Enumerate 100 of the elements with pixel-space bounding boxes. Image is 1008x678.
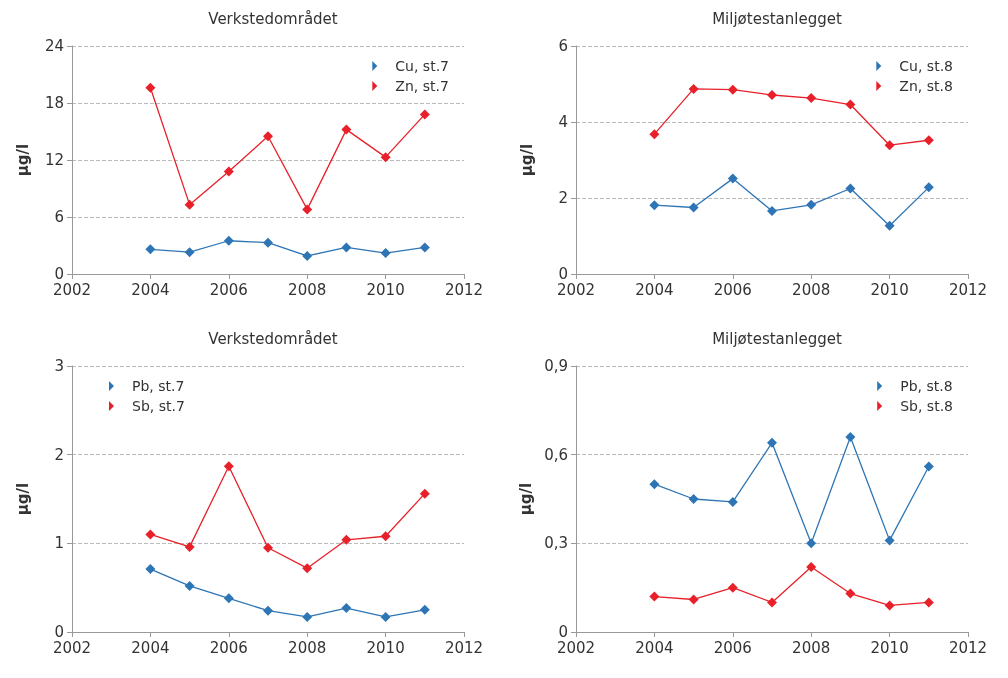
y-axis-title: µg/l	[517, 143, 536, 177]
point	[184, 541, 195, 552]
y-tick-label: 0	[558, 623, 568, 641]
point	[649, 591, 660, 602]
point	[223, 166, 234, 177]
x-tick-label: 2004	[635, 280, 674, 299]
y-tick-label: 6	[54, 208, 64, 226]
y-axis-title: µg/l	[13, 482, 32, 516]
y-tick-label: 12	[44, 151, 64, 169]
y-tick-label: 2	[54, 445, 64, 464]
point	[845, 183, 856, 194]
legend-label: Cu, st.8	[899, 58, 954, 74]
point	[806, 561, 817, 572]
x-tick-label: 2004	[131, 280, 170, 299]
y-tick-label: 0,9	[544, 357, 568, 375]
legend-label: Zn, st.8	[899, 78, 953, 94]
point	[263, 605, 273, 616]
y-tick-label: 1	[54, 534, 64, 553]
point	[341, 242, 352, 253]
x-tick-label: 2012	[948, 280, 988, 299]
point	[923, 182, 934, 193]
legend-label: Sb, st.8	[900, 398, 954, 414]
x-tick-label: 2002	[52, 638, 92, 657]
point	[688, 494, 699, 504]
x-tick-label: 2010	[366, 280, 405, 299]
point	[145, 82, 156, 93]
y-tick-label: 3	[54, 357, 64, 375]
chart-title: Miljøtestanlegget	[712, 329, 842, 348]
x-tick-label: 2008	[792, 280, 831, 299]
x-tick-label: 2002	[556, 280, 596, 299]
point	[884, 600, 895, 611]
point	[884, 535, 895, 546]
point	[419, 109, 430, 120]
y-tick-label: 24	[44, 37, 64, 55]
x-tick-label: 2010	[366, 638, 405, 657]
y-tick-label: 0	[54, 265, 64, 283]
point	[263, 542, 273, 553]
point	[419, 604, 430, 615]
y-tick-label: 0,6	[544, 445, 568, 464]
x-tick-label: 2012	[444, 638, 484, 657]
x-tick-label: 2004	[131, 638, 170, 657]
point	[688, 594, 699, 605]
point	[806, 538, 817, 549]
legend-label: Cu, st.7	[395, 58, 450, 74]
x-tick-label: 2010	[870, 638, 909, 657]
point	[767, 90, 777, 101]
point	[263, 237, 273, 248]
point	[727, 496, 738, 507]
point	[806, 93, 817, 104]
point	[767, 597, 777, 608]
point	[223, 235, 234, 246]
legend-label: Zn, st.7	[395, 78, 449, 94]
chart-title: Verkstedområdet	[208, 9, 338, 28]
x-tick-label: 2004	[635, 638, 674, 657]
point	[806, 199, 817, 210]
point	[145, 529, 156, 540]
y-tick-label: 6	[558, 37, 568, 55]
point	[923, 597, 934, 608]
point	[302, 611, 313, 622]
point	[688, 83, 699, 94]
y-tick-label: 0	[558, 265, 568, 283]
point	[884, 140, 895, 151]
point	[302, 250, 313, 261]
point	[727, 84, 738, 95]
point	[380, 611, 391, 622]
point	[341, 603, 352, 614]
point	[727, 582, 738, 593]
point	[688, 202, 699, 213]
point	[223, 461, 234, 472]
chart-title: Miljøtestanlegget	[712, 9, 842, 28]
point	[184, 580, 195, 591]
y-tick-label: 0,3	[544, 534, 568, 553]
x-tick-label: 2008	[288, 280, 327, 299]
legend-label: Pb, st.8	[900, 378, 953, 394]
point	[923, 461, 934, 472]
point	[184, 199, 195, 210]
y-axis-title: µg/l	[13, 143, 32, 177]
point	[649, 129, 660, 140]
x-tick-label: 2008	[792, 638, 831, 657]
x-tick-label: 2010	[870, 280, 909, 299]
legend-label: Sb, st.7	[132, 398, 185, 414]
x-tick-label: 2006	[713, 280, 752, 299]
point	[302, 204, 313, 215]
point	[341, 534, 352, 545]
x-tick-label: 2012	[948, 638, 988, 657]
x-tick-label: 2006	[209, 280, 248, 299]
point	[380, 248, 391, 259]
point	[767, 205, 777, 216]
x-tick-label: 2002	[52, 280, 92, 299]
x-tick-label: 2006	[713, 638, 752, 657]
x-tick-label: 2006	[209, 638, 248, 657]
point	[184, 247, 195, 258]
y-axis-title: µg/l	[516, 482, 535, 516]
point	[884, 220, 895, 231]
chart-title: Verkstedområdet	[208, 329, 338, 348]
point	[767, 437, 777, 448]
point	[727, 173, 738, 184]
point	[145, 564, 156, 575]
y-tick-label: 4	[558, 113, 568, 131]
point	[419, 488, 430, 499]
